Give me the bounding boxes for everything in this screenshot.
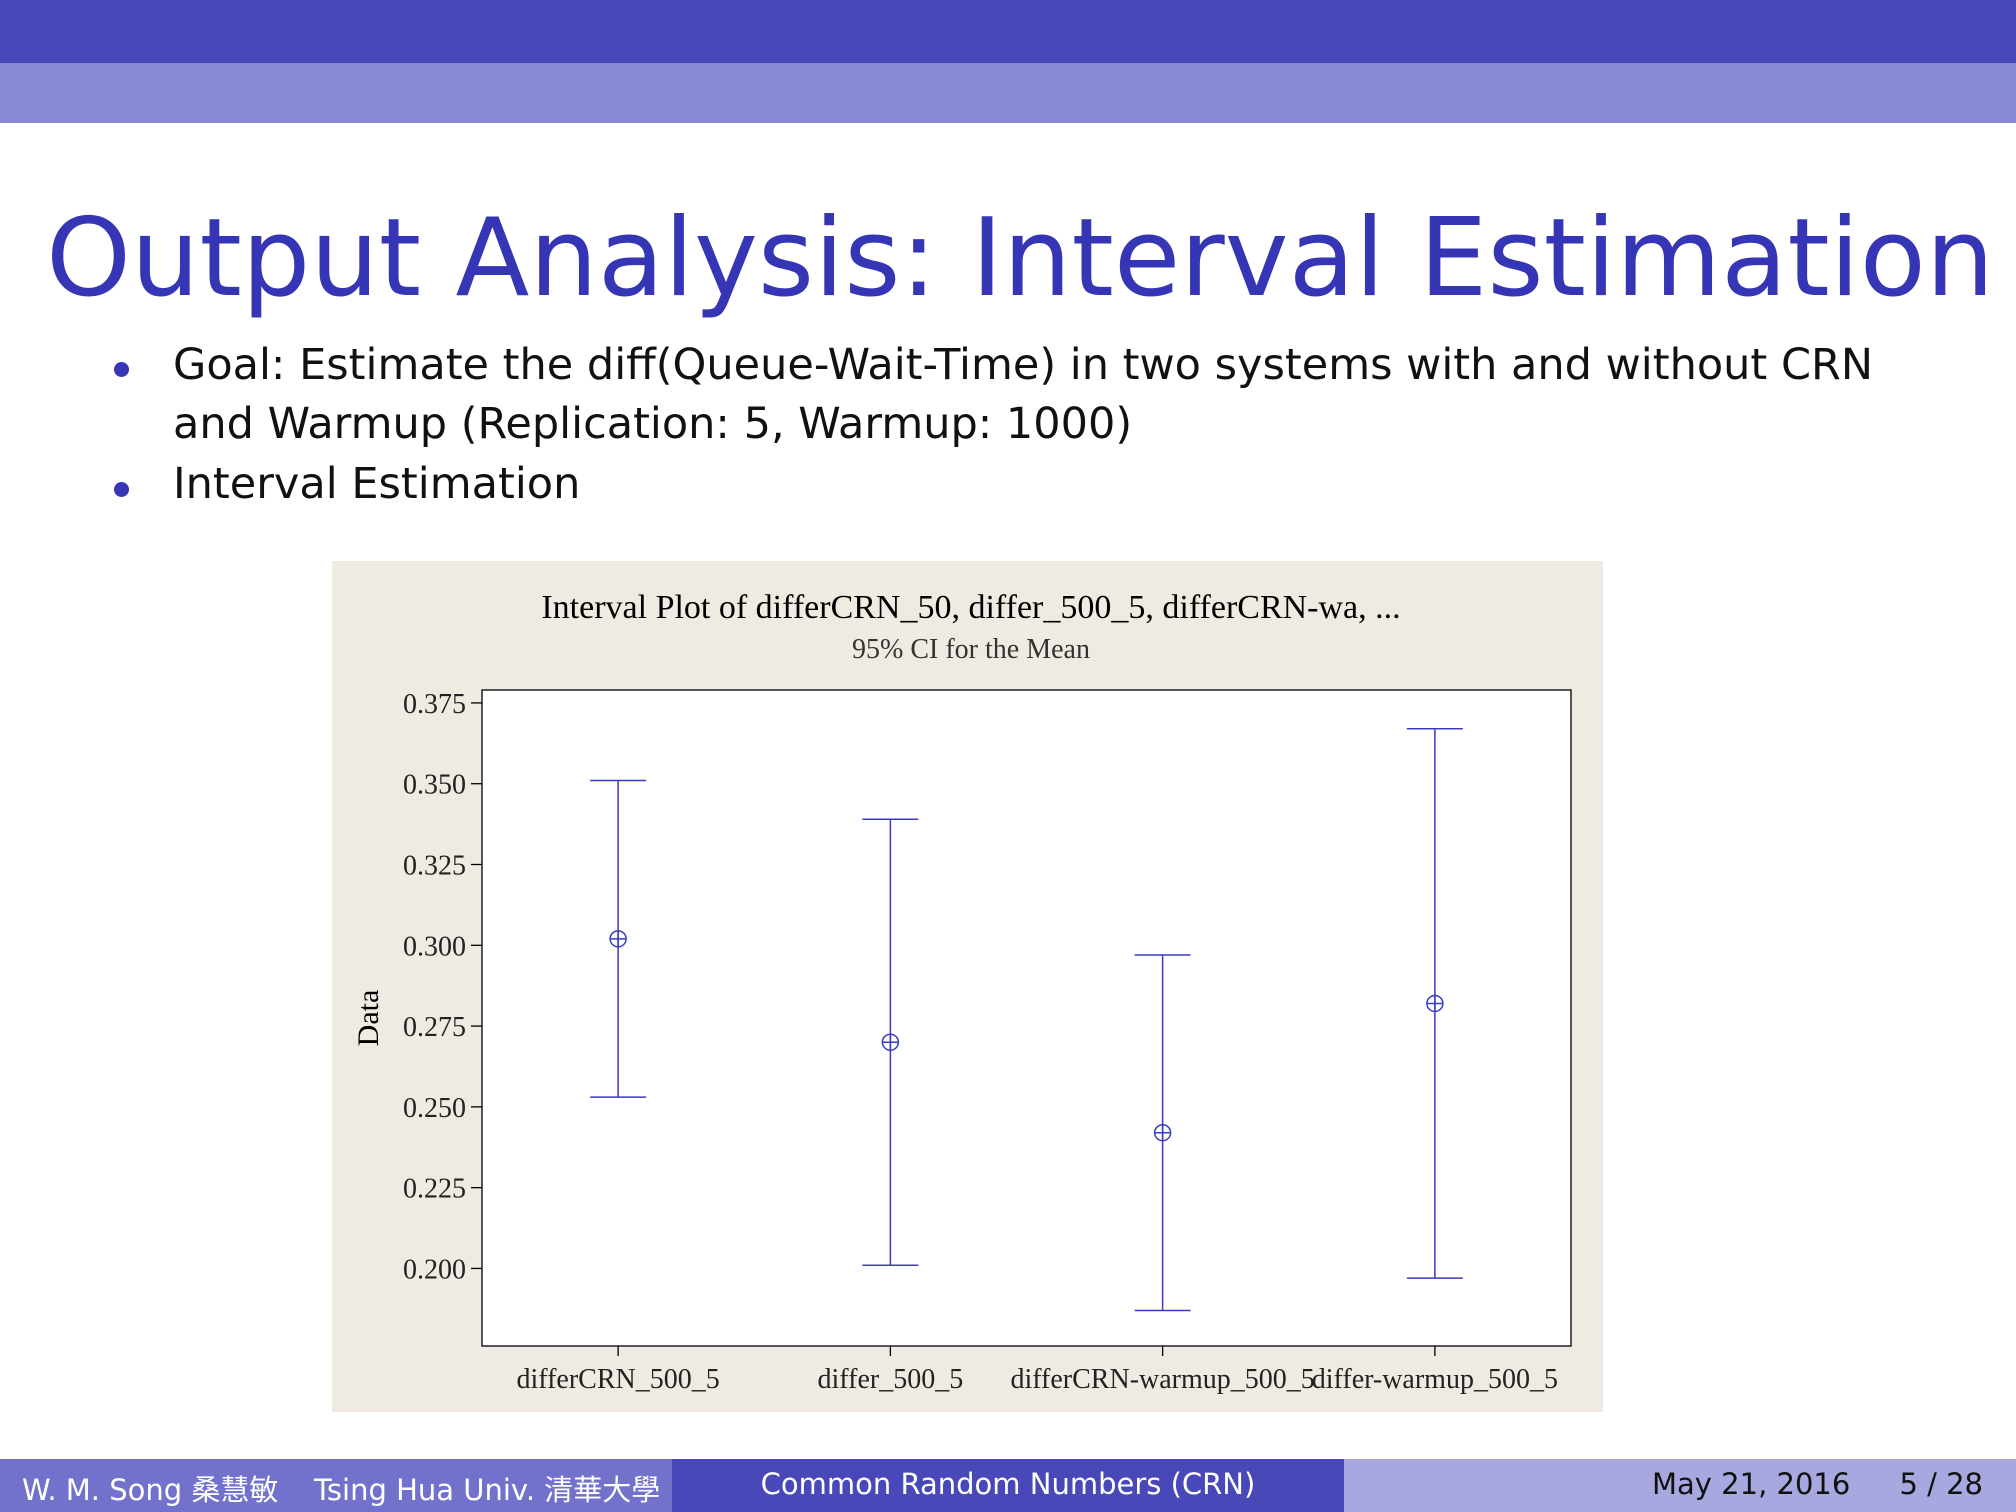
y-tick-label: 0.375 bbox=[403, 689, 466, 720]
footer-institution: Tsing Hua Univ. 清華大學 bbox=[314, 1473, 661, 1507]
bullet-text: Interval Estimation bbox=[173, 459, 581, 509]
bullet-text: and Warmup (Replication: 5, Warmup: 1000… bbox=[173, 399, 1133, 449]
bullet-dot bbox=[114, 362, 129, 377]
slide-title: Output Analysis: Interval Estimation bbox=[46, 196, 1995, 321]
footer-date: May 21, 2016 bbox=[1652, 1467, 1851, 1501]
footer-center bbox=[672, 1459, 1344, 1512]
y-tick-label: 0.250 bbox=[403, 1093, 466, 1124]
footer-left bbox=[0, 1459, 672, 1512]
footer-page: 5 / 28 bbox=[1899, 1467, 1983, 1501]
top-bar bbox=[0, 0, 2016, 63]
x-tick-label: differCRN_500_5 bbox=[517, 1364, 720, 1395]
y-tick-label: 0.300 bbox=[403, 931, 466, 962]
mean-marker bbox=[609, 930, 627, 948]
chart-subtitle: 95% CI for the Mean bbox=[852, 634, 1090, 665]
chart-title: Interval Plot of differCRN_50, differ_50… bbox=[541, 589, 1400, 626]
y-tick-label: 0.200 bbox=[403, 1254, 466, 1285]
footer-right bbox=[1344, 1459, 2016, 1512]
y-tick-label: 0.275 bbox=[403, 1012, 466, 1043]
x-tick-label: differ_500_5 bbox=[818, 1364, 964, 1395]
x-tick-label: differ-warmup_500_5 bbox=[1312, 1364, 1558, 1395]
plot-area bbox=[481, 689, 1572, 1347]
bullet-dot bbox=[114, 482, 129, 497]
footer-author: W. M. Song 桑慧敏 bbox=[22, 1473, 279, 1507]
mean-marker bbox=[1153, 1124, 1172, 1142]
footer-talk-title: Common Random Numbers (CRN) bbox=[760, 1467, 1256, 1501]
mean-marker bbox=[881, 1033, 900, 1051]
y-tick-label: 0.325 bbox=[403, 851, 466, 882]
y-tick-label: 0.350 bbox=[403, 770, 466, 801]
x-tick-label: differCRN-warmup_500_5 bbox=[1010, 1364, 1314, 1395]
sub-bar bbox=[0, 63, 2016, 123]
bullet-text: Goal: Estimate the diff(Queue-Wait-Time)… bbox=[173, 340, 1874, 390]
mean-marker bbox=[1426, 994, 1444, 1013]
y-tick-label: 0.225 bbox=[403, 1174, 466, 1205]
y-axis-label: Data bbox=[352, 990, 385, 1047]
